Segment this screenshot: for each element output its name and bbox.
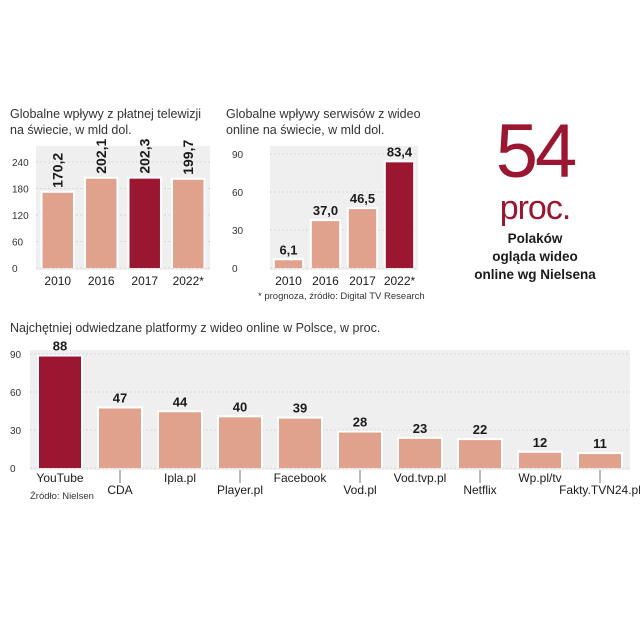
- chart3-bar: [39, 356, 81, 468]
- chart2-value-label: 46,5: [350, 191, 375, 206]
- chart2-value-label: 37,0: [313, 203, 338, 218]
- chart2-ytick-label: 30: [232, 226, 244, 237]
- source-note: Źródło: Nielsen: [30, 491, 94, 502]
- chart2-title-line2: online na świecie, w mld dol.: [226, 123, 385, 137]
- chart1-ytick-label: 0: [12, 264, 18, 275]
- chart3-bar: [219, 417, 261, 468]
- stat-caption-line2: ogląda wideo: [492, 249, 578, 264]
- chart3-category-label: CDA: [107, 483, 132, 497]
- chart2-category-label: 2017: [349, 274, 376, 288]
- stat-caption: Polaków ogląda wideo online wg Nielsena: [470, 230, 600, 284]
- stat-caption-line1: Polaków: [507, 231, 563, 246]
- chart3-value-label: 28: [353, 415, 367, 430]
- chart3-bar: [579, 454, 621, 468]
- chart3-category-label: Facebook: [274, 471, 328, 485]
- chart3-value-label: 44: [173, 394, 188, 409]
- chart3-value-label: 23: [413, 421, 427, 436]
- chart3-bar: [279, 418, 321, 468]
- chart2-bar: [348, 209, 377, 268]
- chart2-bar: [385, 162, 414, 268]
- chart3-category-label: Vod.tvp.pl: [394, 471, 447, 485]
- chart2-bar: [311, 221, 340, 268]
- chart1-category-label: 2010: [44, 274, 71, 288]
- chart3-ytick-label: 90: [10, 350, 22, 361]
- chart3-value-label: 47: [113, 390, 127, 405]
- chart3-bar: [159, 412, 201, 468]
- chart3-bar: [339, 432, 381, 468]
- chart2-ytick-label: 0: [232, 264, 238, 275]
- chart1-title: Globalne wpływy z płatnej telewizji na ś…: [10, 106, 201, 138]
- chart1-category-label: 2016: [88, 274, 115, 288]
- chart1-category-label: 2022*: [173, 274, 205, 288]
- chart1-bar: [86, 178, 117, 268]
- chart3-value-label: 11: [593, 436, 607, 451]
- chart3-value-label: 22: [473, 422, 487, 437]
- chart3-bar: [399, 438, 441, 468]
- chart3-title: Najchętniej odwiedzane platformy z wideo…: [10, 321, 381, 335]
- chart3-value-label: 39: [293, 401, 307, 416]
- chart2-category-label: 2016: [312, 274, 339, 288]
- chart3-bar: [459, 440, 501, 468]
- chart2-title: Globalne wpływy serwisów z wideo online …: [226, 106, 421, 138]
- chart2-category-label: 2022*: [384, 274, 416, 288]
- chart1-bar: [173, 179, 204, 268]
- chart2-title-line1: Globalne wpływy serwisów z wideo: [226, 107, 421, 121]
- chart1-value-label: 199,7: [180, 140, 196, 175]
- chart1-value-label: 170,2: [50, 153, 66, 188]
- chart3-value-label: 12: [533, 435, 547, 450]
- chart3-category-label: YouTube: [36, 471, 83, 485]
- chart1-title-line2: na świecie, w mld dol.: [10, 123, 132, 137]
- chart1-ytick-label: 180: [12, 185, 29, 196]
- chart1-value-label: 202,3: [137, 138, 153, 173]
- stat-caption-line3: online wg Nielsena: [474, 267, 596, 282]
- chart3-bar: [519, 452, 561, 468]
- chart2-category-label: 2010: [275, 274, 302, 288]
- chart3-value-label: 88: [53, 339, 67, 354]
- chart3-category-label: Wp.pl/tv: [518, 471, 561, 485]
- chart3-category-label: Netflix: [463, 483, 496, 497]
- chart1-category-label: 2017: [131, 274, 158, 288]
- chart2-ytick-label: 90: [232, 150, 244, 161]
- chart2-bar: [274, 260, 303, 268]
- chart3-category-label: Player.pl: [217, 483, 263, 497]
- stat-unit: proc.: [499, 189, 572, 227]
- chart1-ytick-label: 120: [12, 211, 29, 222]
- chart1-title-line1: Globalne wpływy z płatnej telewizji: [10, 107, 202, 121]
- chart2-value-label: 83,4: [387, 144, 413, 159]
- stat-number: 54: [495, 109, 578, 194]
- chart3-category-label: Ipla.pl: [164, 471, 196, 485]
- chart1-bar: [129, 178, 160, 268]
- chart3-category-label: Vod.pl: [343, 483, 376, 497]
- chart1-ytick-label: 60: [12, 238, 24, 249]
- chart1-ytick-label: 240: [12, 158, 29, 169]
- footnote: * prognoza, źródło: Digital TV Research: [258, 291, 425, 302]
- chart1-bar: [42, 192, 73, 268]
- chart3-value-label: 40: [233, 399, 247, 414]
- chart3-ytick-label: 0: [10, 464, 16, 475]
- chart3-category-label: Fakty.TVN24.pl: [559, 483, 640, 497]
- chart3-ytick-label: 30: [10, 426, 22, 437]
- chart2-ytick-label: 60: [232, 188, 244, 199]
- chart3-bar: [99, 408, 141, 468]
- chart3-ytick-label: 60: [10, 388, 22, 399]
- chart1-value-label: 202,1: [93, 138, 109, 173]
- chart2-value-label: 6,1: [279, 242, 297, 257]
